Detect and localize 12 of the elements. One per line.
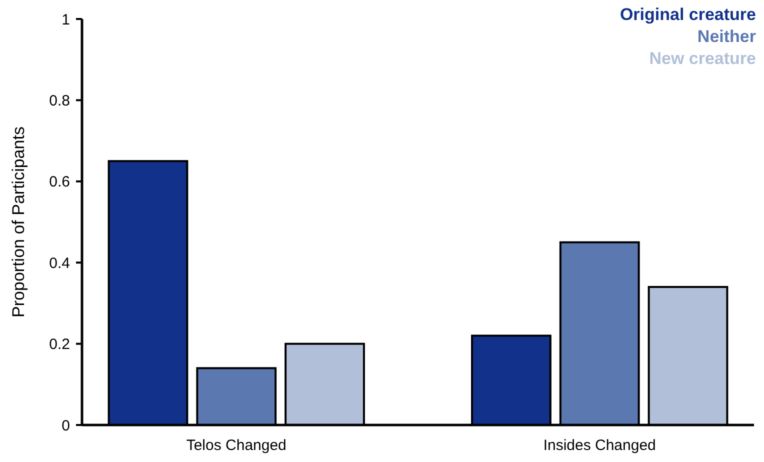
y-tick-label: 0.2 [49, 336, 70, 354]
text: New creature [649, 49, 756, 68]
y-axis-title: Proportion of Participants [9, 126, 28, 318]
text: Original creature [620, 5, 756, 24]
y-tick-label: 0.6 [49, 174, 70, 191]
y-tick-label: 0 [62, 417, 70, 434]
text: Neither [697, 27, 756, 46]
y-tick-label: 1 [62, 11, 70, 28]
y-tick-label: 0.8 [49, 92, 70, 110]
x-tick-label: Telos Changed [186, 437, 286, 454]
x-tick-label: Insides Changed [543, 437, 656, 454]
y-tick-label: 0.4 [49, 254, 70, 272]
